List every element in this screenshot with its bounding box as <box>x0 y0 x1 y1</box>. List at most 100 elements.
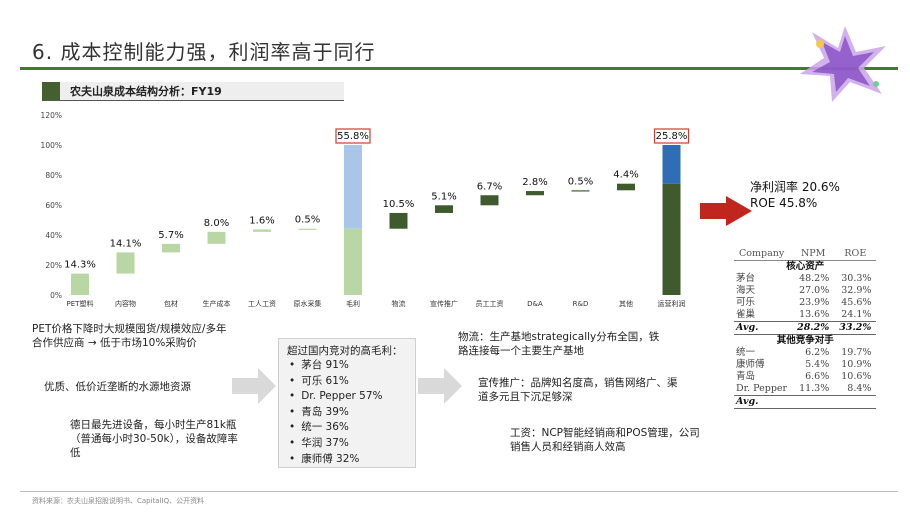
x-category-label: 包材 <box>164 299 178 308</box>
column-header: ROE <box>834 248 877 261</box>
x-category-label: D&A <box>527 300 543 308</box>
chart-category-labels: PET塑料 内容物 包材 生产成本 工人工资 原水采集 毛利 物流 宣传推广 员工工资 D&A R&D… <box>67 299 686 308</box>
competitor-box-title: 超过国内竞对的高毛利： <box>287 345 403 357</box>
cost-bar <box>253 229 271 232</box>
x-category-label: 员工工资 <box>476 299 504 308</box>
net-margin-kpi: 净利润率 20.6% <box>750 180 840 194</box>
x-category-label: 宣传推广 <box>430 299 458 308</box>
roe-cell: 10.6% <box>841 371 872 382</box>
bar-value-label: 4.4% <box>613 170 638 181</box>
table-row: 雀巢 13.6% 24.1% <box>734 309 876 322</box>
arrow-stem <box>700 203 727 219</box>
roe-cell: 10.9% <box>841 359 872 370</box>
y-tick-label: 100% <box>41 141 62 150</box>
right-arrow-icon <box>726 196 752 226</box>
list-item: 康师傅 32% <box>289 452 383 468</box>
competitor-list: 茅台 91% 可乐 61% Dr. Pepper 57% 青岛 39% 统一 3… <box>289 358 383 468</box>
roe-cell: 24.1% <box>841 309 872 320</box>
list-item: 可乐 61% <box>289 374 383 390</box>
footer-divider <box>20 491 898 492</box>
bar-value-label: 25.8% <box>656 131 688 142</box>
x-category-label: 内容物 <box>115 299 136 308</box>
y-tick-label: 0% <box>50 291 62 300</box>
avg-row: Avg. 28.2% 33.2% <box>734 321 877 335</box>
npm-cell: 6.6% <box>805 371 830 382</box>
highlight-box <box>335 128 371 144</box>
gross-profit-segment <box>344 145 362 229</box>
roe-kpi: ROE 45.8% <box>750 196 818 210</box>
gross-cost-segment <box>344 228 362 295</box>
list-item: 青岛 39% <box>289 405 383 421</box>
competitor-margin-box: 超过国内竞对的高毛利： 茅台 91% 可乐 61% Dr. Pepper 57%… <box>278 338 416 468</box>
y-tick-label: 80% <box>45 171 62 180</box>
page-title: 6. 成本控制能力强，利润率高于同行 <box>32 40 376 64</box>
company-cell: Dr. Pepper <box>736 383 788 394</box>
water-note: 优质、低价近垄断的水源地资源 <box>44 381 191 393</box>
avg-roe <box>834 395 877 409</box>
roe-cell: 45.6% <box>841 297 872 308</box>
opex-bar <box>617 183 635 191</box>
company-cell: 雀巢 <box>736 309 756 320</box>
operating-profit-segment <box>662 145 681 184</box>
x-category-label: R&D <box>573 300 589 308</box>
table-row: 茅台 48.2% 30.3% <box>734 273 876 285</box>
company-cell: 海天 <box>736 285 756 296</box>
opex-bar <box>526 191 544 196</box>
y-tick-label: 60% <box>45 201 62 210</box>
list-item: 茅台 91% <box>289 358 383 374</box>
group-title: 其他竞争对手 <box>776 335 834 346</box>
y-axis: 0% 20% 40% 60% 80% 100% 120% <box>41 111 62 300</box>
avg-roe: 33.2% <box>834 321 877 335</box>
y-tick-label: 120% <box>41 111 62 120</box>
avg-label: Avg. <box>734 321 793 335</box>
table-row: 可乐 23.9% 45.6% <box>734 297 876 309</box>
chart-title: 农夫山泉成本结构分析：FY19 <box>70 85 222 98</box>
company-cell: 青岛 <box>736 371 756 382</box>
company-cell: 统一 <box>736 347 756 358</box>
x-category-label: 运营利润 <box>658 299 686 308</box>
x-category-label: 生产成本 <box>203 299 231 308</box>
opex-bar <box>389 212 408 229</box>
bar-value-label: 55.8% <box>337 131 369 142</box>
bar-value-label: 5.7% <box>158 230 183 241</box>
chart-value-labels: 14.3% 14.1% 5.7% 8.0% 1.6% 0.5% 55.8% 10.5% 5.1%… <box>64 128 690 271</box>
bar-value-label: 2.8% <box>522 177 547 188</box>
x-category-label: 工人工资 <box>248 299 276 308</box>
table-row: 统一 6.2% 19.7% <box>734 347 876 359</box>
npm-cell: 5.4% <box>805 359 830 370</box>
table-row: 海天 27.0% 32.9% <box>734 285 876 297</box>
company-cell: 康师傅 <box>736 359 765 370</box>
x-category-label: 毛利 <box>346 299 360 308</box>
bar-value-label: 14.1% <box>110 238 142 249</box>
npm-cell: 11.3% <box>799 383 830 394</box>
roe-cell: 30.3% <box>841 273 872 284</box>
pet-note: PET价格下降时大规模囤货/规模效应/多年合作供应商 → 低于市场10%采购价 <box>32 323 227 349</box>
avg-npm <box>792 395 835 409</box>
list-item: 华润 37% <box>289 436 383 452</box>
x-category-label: 其他 <box>619 299 633 308</box>
bar-value-label: 1.6% <box>249 215 274 226</box>
bar-value-label: 0.5% <box>568 176 593 187</box>
chart-title-swatch <box>42 82 60 100</box>
source-footer: 资料来源：农夫山泉招股说明书、CapitalIQ、公开资料 <box>32 497 205 505</box>
salary-note: 工资：NCP智能经销商和POS管理，公司销售人员和经销商人效高 <box>510 427 700 453</box>
x-category-label: 原水采集 <box>294 299 322 308</box>
npm-cell: 13.6% <box>799 309 830 320</box>
chart-bars <box>71 145 681 295</box>
y-tick-label: 40% <box>45 231 62 240</box>
npm-cell: 6.2% <box>805 347 830 358</box>
roe-cell: 32.9% <box>841 285 872 296</box>
operating-cost-segment <box>662 183 681 295</box>
company-cell: 茅台 <box>736 273 756 284</box>
cost-bar <box>298 228 317 230</box>
promotion-note: 宣传推广：品牌知名度高，销售网络广、渠道多元且下沉足够深 <box>478 377 678 403</box>
cost-bar <box>207 231 226 244</box>
comparison-table: Company NPM ROE 核心资产 茅台 48.2% 30.3% 海天 2… <box>734 248 877 409</box>
roe-cell: 19.7% <box>841 347 872 358</box>
column-header: Company <box>734 248 793 261</box>
group-title: 核心资产 <box>786 261 825 272</box>
cost-bar <box>116 252 135 274</box>
chart-title-bar: 农夫山泉成本结构分析：FY19 <box>42 82 344 101</box>
opex-bar <box>480 195 499 206</box>
bar-value-label: 14.3% <box>64 260 96 271</box>
